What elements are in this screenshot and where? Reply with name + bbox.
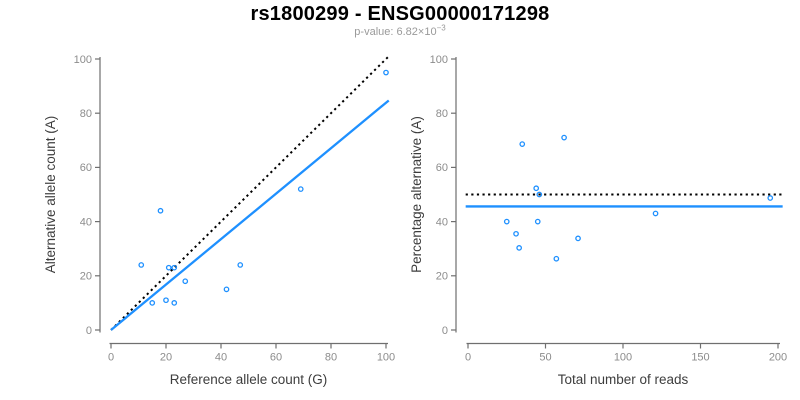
y-axis-title: Percentage alternative (A) — [409, 116, 424, 273]
data-point — [171, 264, 178, 271]
x-tick-label: 0 — [108, 352, 114, 364]
data-point — [165, 264, 172, 271]
data-point — [534, 218, 541, 225]
pvalue-exponent: −3 — [436, 23, 446, 33]
data-point — [519, 141, 526, 147]
x-tick-label: 20 — [160, 352, 172, 364]
data-point — [503, 218, 510, 225]
y-tick-label: 40 — [436, 216, 448, 228]
data-point — [561, 134, 567, 141]
pvalue-text: p-value: 6.82×10 — [354, 26, 437, 38]
data-point — [237, 262, 244, 268]
fit-line — [110, 99, 390, 331]
data-point — [171, 300, 178, 306]
data-point — [767, 195, 774, 201]
data-point — [157, 207, 164, 214]
data-point — [553, 255, 560, 262]
plot-allele-counts: 0 20 40 60 80 100 0 20 40 60 80 100 Reference allele… — [43, 54, 395, 387]
y-tick-label: 60 — [80, 162, 92, 174]
x-tick-label: 80 — [325, 352, 337, 364]
x-tick-label: 60 — [270, 352, 282, 364]
plot-title: rs1800299 - ENSG00000171298 — [250, 3, 550, 25]
x-tick-label: 50 — [539, 352, 551, 364]
x-tick-label: 150 — [691, 352, 709, 364]
data-point — [163, 297, 169, 304]
y-tick-label: 20 — [80, 271, 92, 283]
y-tick-label: 60 — [436, 162, 448, 174]
y-tick-label: 0 — [86, 325, 92, 337]
x-tick-label: 100 — [377, 352, 395, 364]
y-tick-label: 0 — [442, 325, 448, 337]
data-point — [516, 245, 523, 251]
data-point — [652, 210, 659, 217]
plot-subtitle: p-value: 6.82×10−3 — [0, 23, 800, 38]
data-point — [383, 69, 389, 76]
x-tick-label: 0 — [465, 352, 471, 364]
y-tick-label: 100 — [430, 54, 448, 66]
data-point — [297, 186, 304, 192]
data-point — [533, 185, 540, 192]
x-tick-label: 100 — [614, 352, 632, 364]
data-point — [575, 235, 581, 242]
data-point — [182, 278, 189, 285]
y-tick-label: 80 — [80, 108, 92, 120]
data-point — [138, 262, 145, 268]
x-tick-label: 200 — [769, 352, 787, 364]
identity-line — [110, 55, 390, 331]
data-point — [149, 300, 156, 306]
y-tick-label: 40 — [80, 216, 92, 228]
plot-percentage-vs-coverage: 0 20 40 60 80 100 0 50 100 150 200 Total number of … — [409, 54, 787, 387]
x-tick-label: 40 — [215, 352, 227, 364]
data-point — [513, 230, 519, 237]
y-axis-title: Alternative allele count (A) — [43, 116, 58, 274]
y-tick-label: 20 — [436, 271, 448, 283]
data-point — [223, 286, 230, 293]
y-tick-label: 100 — [74, 54, 92, 66]
y-tick-label: 80 — [436, 108, 448, 120]
x-axis-title: Reference allele count (G) — [170, 372, 328, 387]
data-point — [536, 191, 543, 198]
x-axis-title: Total number of reads — [558, 372, 689, 387]
